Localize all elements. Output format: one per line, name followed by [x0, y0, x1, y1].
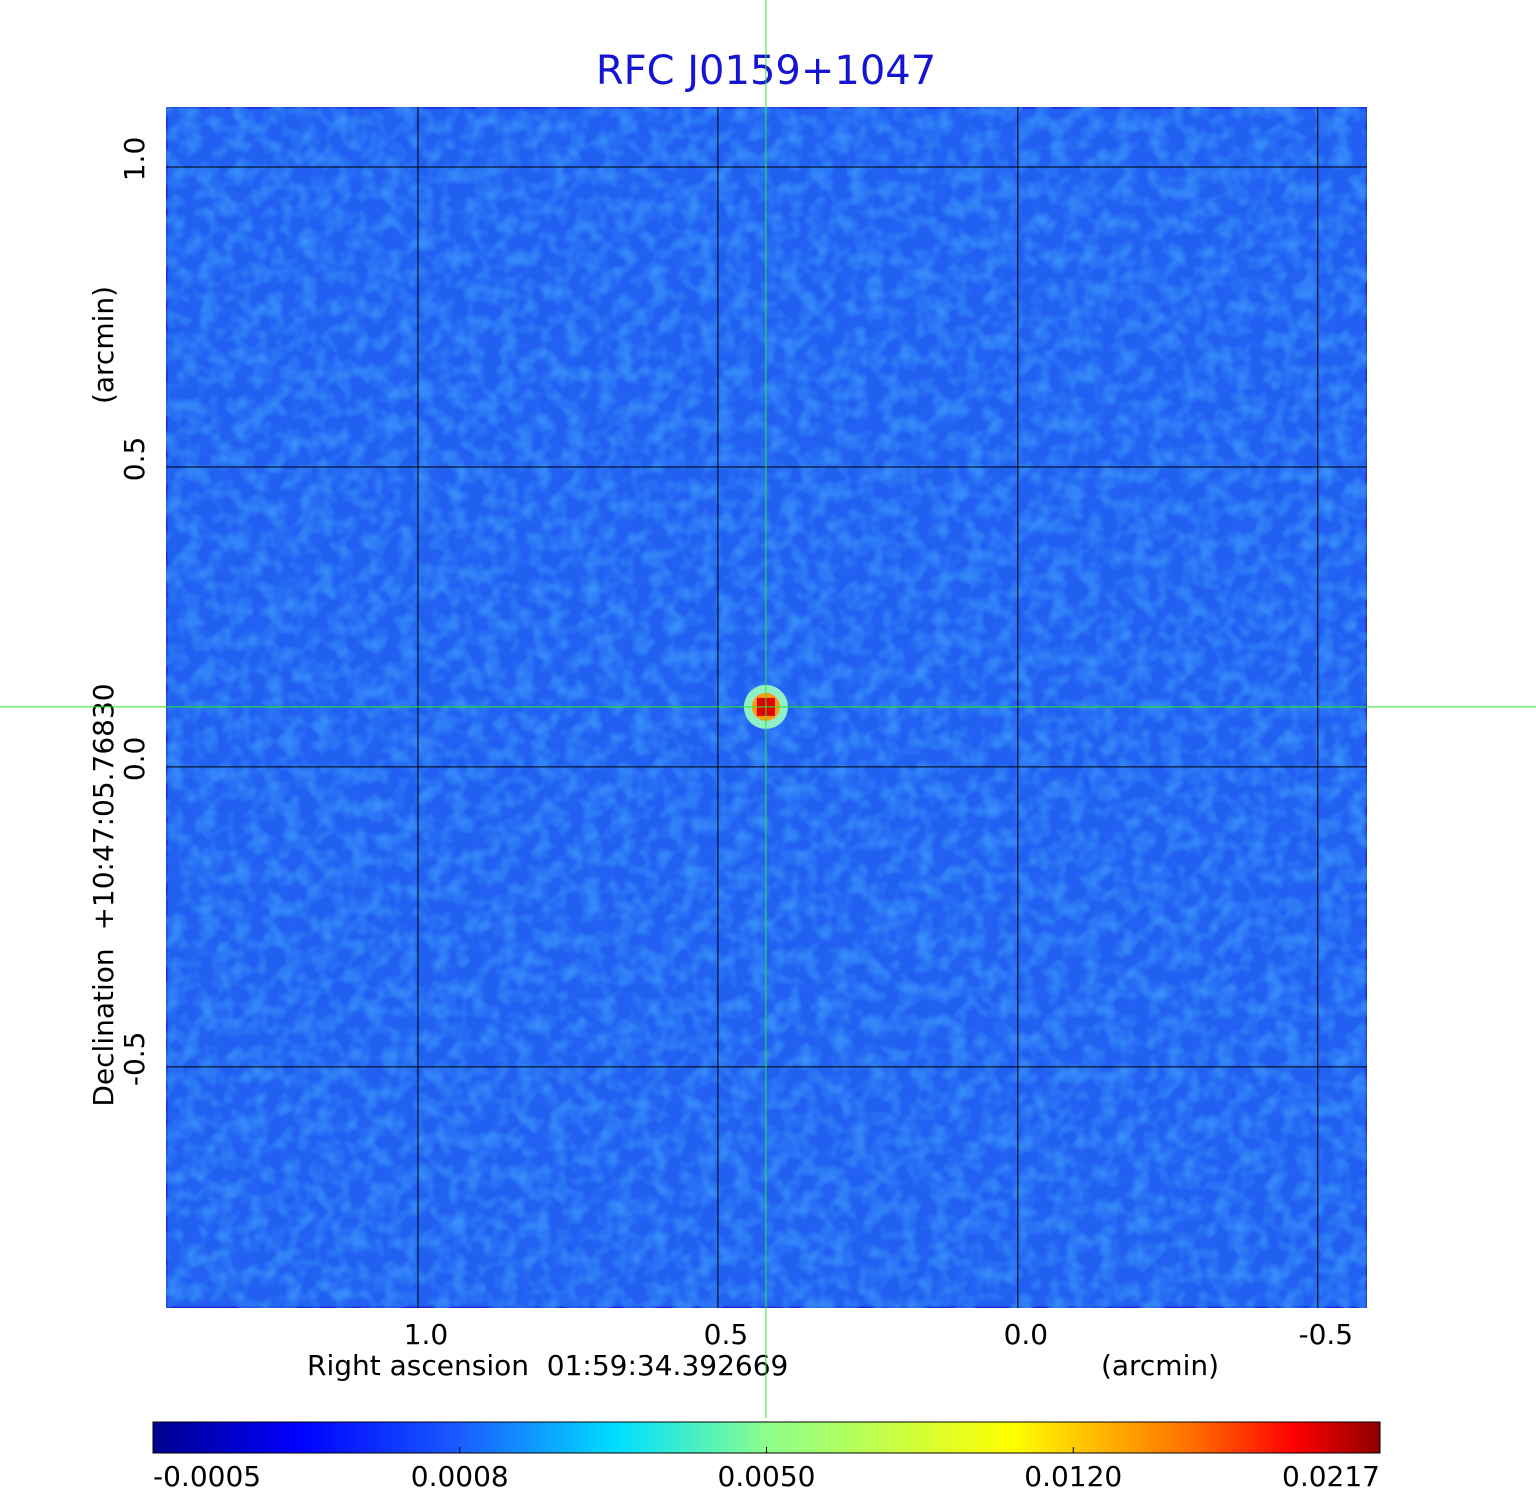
- x-tick-label: -0.5: [1298, 1318, 1353, 1351]
- x-tick-label: 1.0: [404, 1318, 449, 1351]
- x-axis-label: Right ascension 01:59:34.392669: [307, 1349, 788, 1382]
- x-tick-label: 0.0: [1004, 1318, 1049, 1351]
- colorbar-tick-label: 0.0008: [411, 1460, 509, 1493]
- x-tick-label: 0.5: [704, 1318, 749, 1351]
- y-tick-label: 0.0: [118, 737, 151, 782]
- colorbar-tick-label: 0.0050: [718, 1460, 816, 1493]
- y-tick-label: -0.5: [118, 1032, 151, 1087]
- y-tick-label: 1.0: [118, 137, 151, 182]
- y-axis-unit: (arcmin): [87, 286, 120, 404]
- colorbar-tick-label: 0.0217: [1282, 1460, 1380, 1493]
- colorbar-tick-label: -0.0005: [153, 1460, 261, 1493]
- x-axis-unit: (arcmin): [1101, 1349, 1219, 1382]
- colorbar-tick-label: 0.0120: [1024, 1460, 1122, 1493]
- y-axis-label: Declination +10:47:05.76830: [87, 683, 120, 1106]
- y-tick-label: 0.5: [118, 437, 151, 482]
